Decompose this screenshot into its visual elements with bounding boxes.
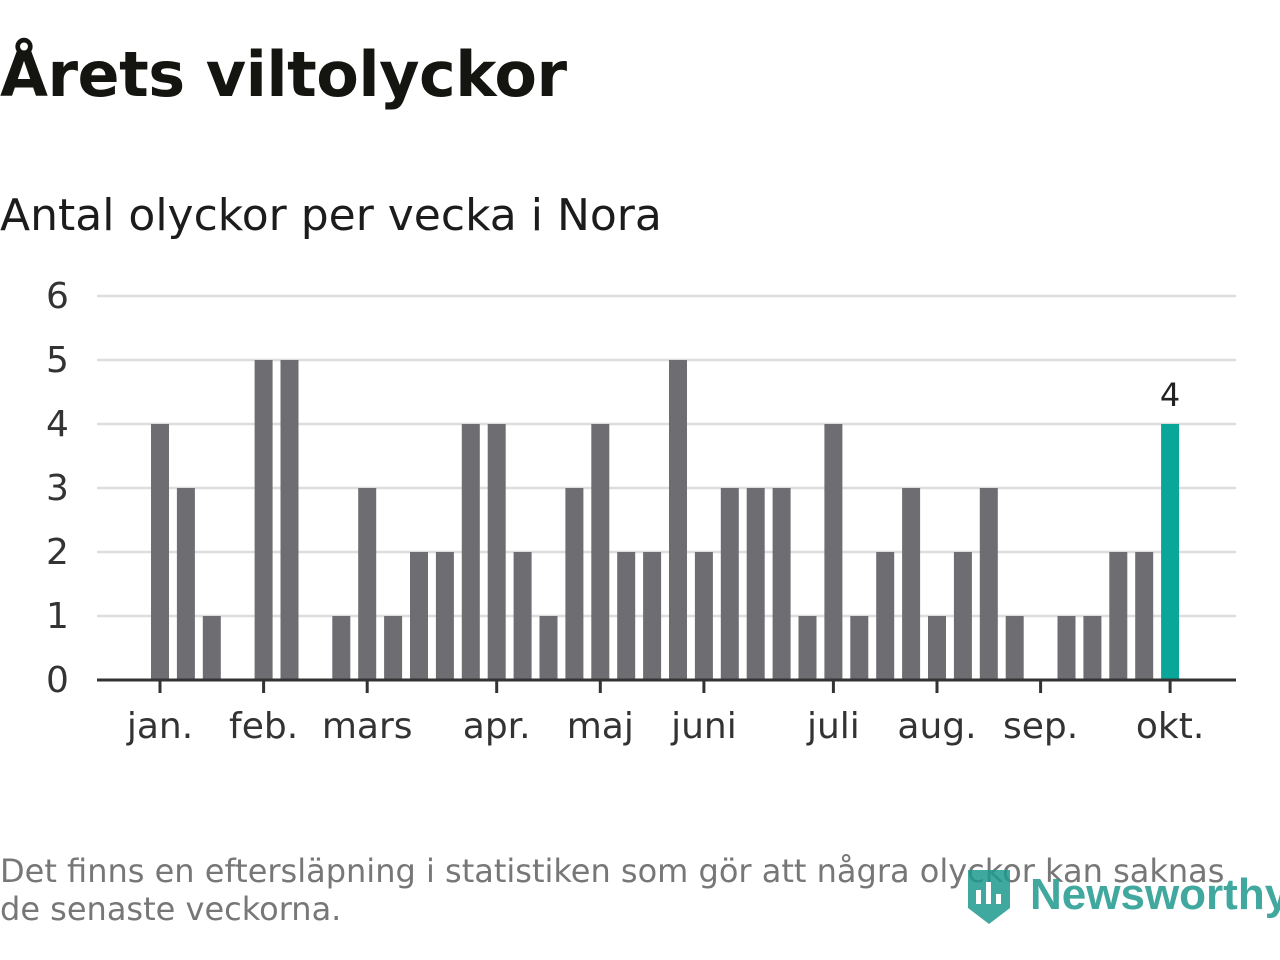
bar — [902, 488, 921, 680]
brand-logo: Newsworthy — [964, 862, 1280, 928]
bar — [513, 552, 532, 680]
bar — [617, 552, 636, 680]
x-tick-label: juni — [670, 706, 737, 747]
bar — [953, 552, 972, 680]
highlight-bar — [1161, 424, 1180, 680]
bar — [487, 424, 506, 680]
bar — [591, 424, 610, 680]
bar — [720, 488, 739, 680]
x-axis — [97, 678, 1236, 693]
bar — [1057, 616, 1076, 680]
x-tick-labels: jan. feb. mars apr. maj juni juli aug. sep. okt. — [126, 706, 1204, 747]
bar — [332, 616, 351, 680]
x-tick-label: jan. — [126, 706, 193, 747]
bar — [176, 488, 195, 680]
bar — [461, 424, 480, 680]
bar — [358, 488, 377, 680]
x-tick-label: aug. — [897, 706, 976, 747]
y-tick-label: 1 — [46, 596, 69, 637]
bar — [694, 552, 713, 680]
bar — [928, 616, 946, 680]
y-tick-labels: 0 1 2 3 4 5 6 — [46, 276, 69, 701]
bar — [979, 488, 998, 680]
x-tick-label: juli — [806, 706, 860, 747]
bar — [539, 616, 558, 680]
y-tick-label: 2 — [46, 532, 69, 573]
bar — [850, 616, 869, 680]
x-tick-label: apr. — [463, 706, 531, 747]
bar — [798, 616, 817, 680]
bar — [1005, 616, 1024, 680]
bar — [565, 488, 584, 680]
highlight-value-label: 4 — [1160, 376, 1180, 414]
chart-subtitle: Antal olyckor per vecka i Nora — [0, 190, 662, 241]
bar — [824, 424, 843, 680]
y-tick-label: 6 — [46, 276, 69, 317]
bar — [1109, 552, 1128, 680]
x-tick-label: mars — [322, 706, 413, 747]
bar — [254, 360, 273, 680]
bar — [772, 488, 791, 680]
bar — [435, 552, 454, 680]
y-tick-label: 5 — [46, 340, 69, 381]
footnote: Det finns en eftersläpning i statistiken… — [0, 852, 1225, 928]
x-tick-label: feb. — [229, 706, 298, 747]
bar — [746, 488, 765, 680]
y-tick-label: 4 — [46, 404, 69, 445]
x-tick-label: sep. — [1003, 706, 1078, 747]
bar — [1135, 552, 1154, 680]
annotations: 4 — [1160, 376, 1180, 414]
bar — [384, 616, 403, 680]
bar — [643, 552, 662, 680]
bar — [1083, 616, 1102, 680]
y-tick-label: 0 — [46, 660, 69, 701]
bar — [280, 360, 299, 680]
y-tick-label: 3 — [46, 468, 69, 509]
x-tick-label: maj — [567, 706, 634, 747]
brand-name: Newsworthy — [1030, 870, 1280, 919]
bar-chart: 0 1 2 3 4 5 6 jan. feb. mars apr. maj juni juli aug. s… — [46, 276, 1236, 747]
bar — [876, 552, 895, 680]
bar — [151, 424, 169, 680]
bar — [202, 616, 221, 680]
bar — [410, 552, 428, 680]
bars — [151, 360, 1180, 680]
x-tick-label: okt. — [1136, 706, 1204, 747]
newsworthy-logo-icon — [968, 870, 1010, 924]
chart-title: Årets viltolyckor — [0, 38, 567, 111]
bar — [669, 360, 687, 680]
